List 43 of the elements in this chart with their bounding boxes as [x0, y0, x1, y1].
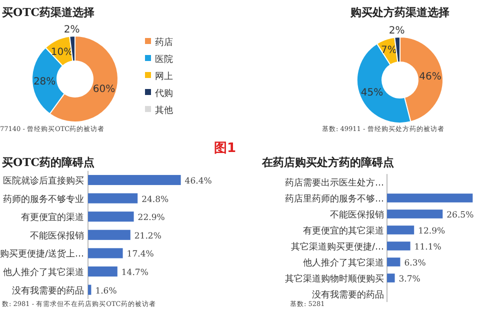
chart-title: 买OTC药的障碍点: [2, 156, 95, 169]
data-label: 11.1%: [414, 242, 442, 252]
data-label: 3.7%: [398, 274, 420, 284]
y-tick-label: 购买更便捷/送货上…: [0, 248, 84, 260]
y-tick-label: 没有我需要的药品: [312, 290, 384, 300]
caption: 图1: [214, 141, 236, 156]
y-tick-label: 不能医保报销: [30, 230, 84, 242]
legend-label: 代购: [154, 88, 173, 99]
y-tick-label: 医院就诊后直接购买: [3, 176, 84, 186]
y-tick-label: 有更便宜的渠道: [21, 212, 84, 224]
y-tick-label: 不能医保报销: [330, 210, 384, 220]
data-label: 46.4%: [184, 176, 212, 186]
data-label: 14.7%: [121, 268, 148, 278]
y-tick-label: 其它渠道购买更便捷/…: [290, 242, 384, 252]
y-tick-label: 他人推介了其它渠道: [303, 258, 384, 268]
data-label: 2%: [64, 24, 80, 36]
data-label: 12.9%: [418, 226, 446, 236]
y-tick-label: 药师的服务不够专业: [3, 194, 84, 205]
y-tick-label: 其它渠道购物时顺便购买: [285, 274, 384, 284]
data-label: 17.4%: [126, 250, 154, 260]
chart-title: 购买处方药渠道选择: [350, 6, 450, 19]
legend-label: 网上: [155, 71, 173, 82]
data-label: 1.6%: [95, 286, 117, 296]
data-label: 60%: [92, 84, 116, 95]
y-tick-label: 药店需要出示医生处方…: [285, 178, 384, 188]
data-label: 28%: [33, 76, 56, 88]
data-label: 26.5%: [446, 210, 474, 220]
y-tick-label: 药店里药师的服务不够…: [285, 194, 384, 204]
legend-label: 药店: [155, 37, 173, 48]
chart-title: 在药店购买处方药的障碍点: [261, 156, 394, 169]
data-label: 21.2%: [134, 231, 162, 242]
legend-label: 医院: [155, 54, 173, 65]
data-label: 46%: [419, 72, 442, 83]
data-label: 2%: [388, 26, 405, 37]
data-label: 22.9%: [138, 213, 165, 224]
y-tick-label: 有更便宜的其它渠道: [303, 226, 384, 236]
legend-label: 其他: [155, 105, 173, 116]
data-label: 24.8%: [142, 194, 169, 205]
data-label: 45%: [360, 88, 384, 99]
y-tick-label: 没有我需要的药品: [12, 285, 84, 296]
data-label: 6.3%: [404, 258, 426, 268]
chart-title: 买OTC药渠道选择: [2, 6, 95, 19]
y-tick-label: 他人推介了其它渠道: [3, 267, 84, 278]
